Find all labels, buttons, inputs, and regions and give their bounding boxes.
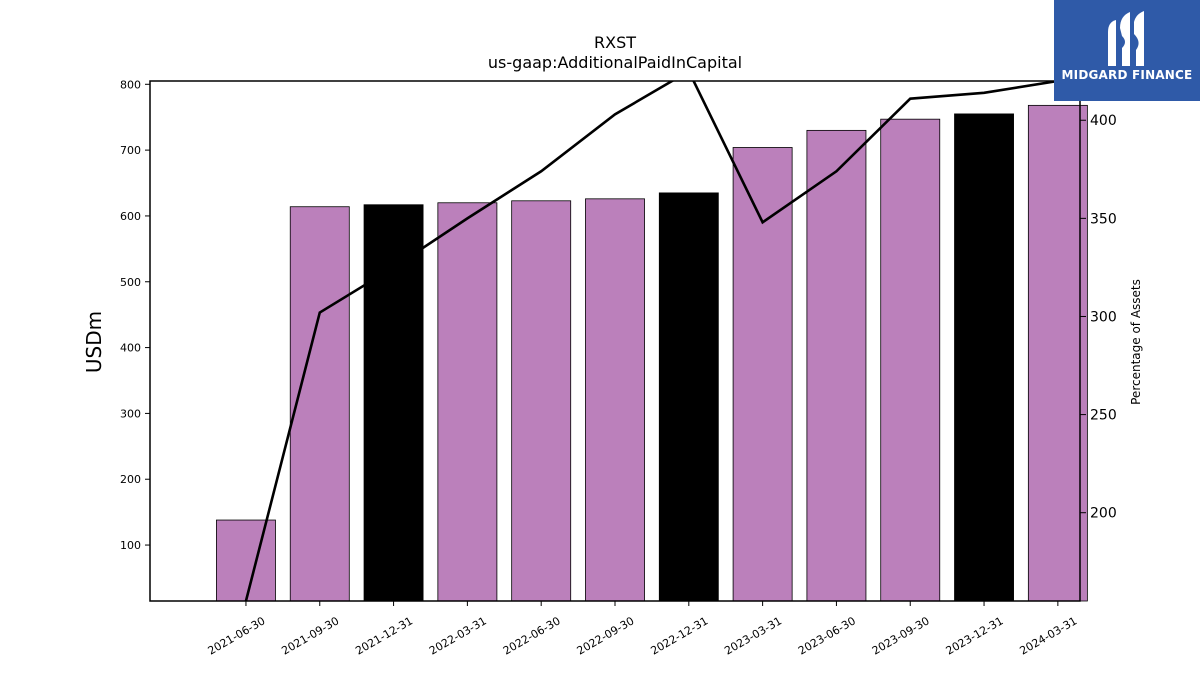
bar-2023-12-31	[954, 113, 1014, 602]
y-tick-label: 300	[120, 407, 141, 420]
bars-group	[216, 104, 1088, 602]
y2-tick-label: 300	[1090, 309, 1117, 325]
bar-2022-03-31	[437, 202, 498, 602]
x-tick-label: 2022-09-30	[575, 614, 637, 657]
x-tick-label: 2021-12-31	[353, 614, 415, 657]
x-tick-label: 2023-09-30	[870, 614, 932, 657]
bar-2024-03-31	[1027, 104, 1088, 602]
x-tick-label: 2022-12-31	[648, 614, 710, 657]
bar-2022-06-30	[511, 200, 572, 602]
y-axis: 100 200 300 400 500 600 700 800	[120, 78, 150, 552]
x-tick-label: 2021-06-30	[206, 614, 268, 657]
y2-tick-label: 400	[1090, 113, 1117, 129]
bar-2022-12-31	[658, 192, 719, 602]
y-tick-label: 100	[120, 539, 141, 552]
brand-logo: MIDGARD FINANCE	[1054, 0, 1200, 101]
chart-title: RXST	[594, 33, 636, 52]
x-tick-label: 2023-03-31	[722, 614, 784, 657]
x-tick-label: 2023-06-30	[796, 614, 858, 657]
y-tick-label: 600	[120, 210, 141, 223]
y-tick-label: 700	[120, 144, 141, 157]
y2-axis-label: Percentage of Assets	[1129, 279, 1143, 405]
x-axis: 2021-06-30 2021-09-30 2021-12-31 2022-03-31…	[206, 601, 1079, 658]
y-axis-label: USDm	[82, 311, 106, 373]
x-tick-label: 2022-03-31	[427, 614, 489, 657]
percentage-line	[244, 81, 1059, 601]
y-tick-label: 800	[120, 78, 141, 91]
x-tick-label: 2021-09-30	[279, 614, 341, 657]
bar-2023-09-30	[880, 118, 941, 602]
bar-2021-09-30	[289, 206, 350, 602]
bar-2022-09-30	[585, 198, 645, 602]
logo-text: MIDGARD FINANCE	[1061, 68, 1193, 82]
bar-2021-06-30	[216, 519, 276, 602]
y2-tick-label: 350	[1090, 211, 1117, 227]
logo-mark-icon	[1108, 11, 1144, 66]
x-tick-label: 2022-06-30	[501, 614, 563, 657]
y2-axis: 200 250 300 350 400	[1080, 113, 1117, 522]
line-group	[244, 81, 1059, 601]
bar-2023-03-31	[732, 147, 793, 602]
y-tick-label: 500	[120, 276, 141, 289]
y-tick-label: 400	[120, 342, 141, 355]
bar-2021-12-31	[363, 204, 424, 602]
y-tick-label: 200	[120, 473, 141, 486]
chart-subtitle: us-gaap:AdditionalPaidInCapital	[488, 53, 742, 72]
x-tick-label: 2024-03-31	[1017, 614, 1079, 657]
bar-2023-06-30	[806, 129, 867, 602]
x-tick-label: 2023-12-31	[944, 614, 1006, 657]
y2-tick-label: 250	[1090, 408, 1117, 424]
y2-tick-label: 200	[1090, 506, 1117, 522]
